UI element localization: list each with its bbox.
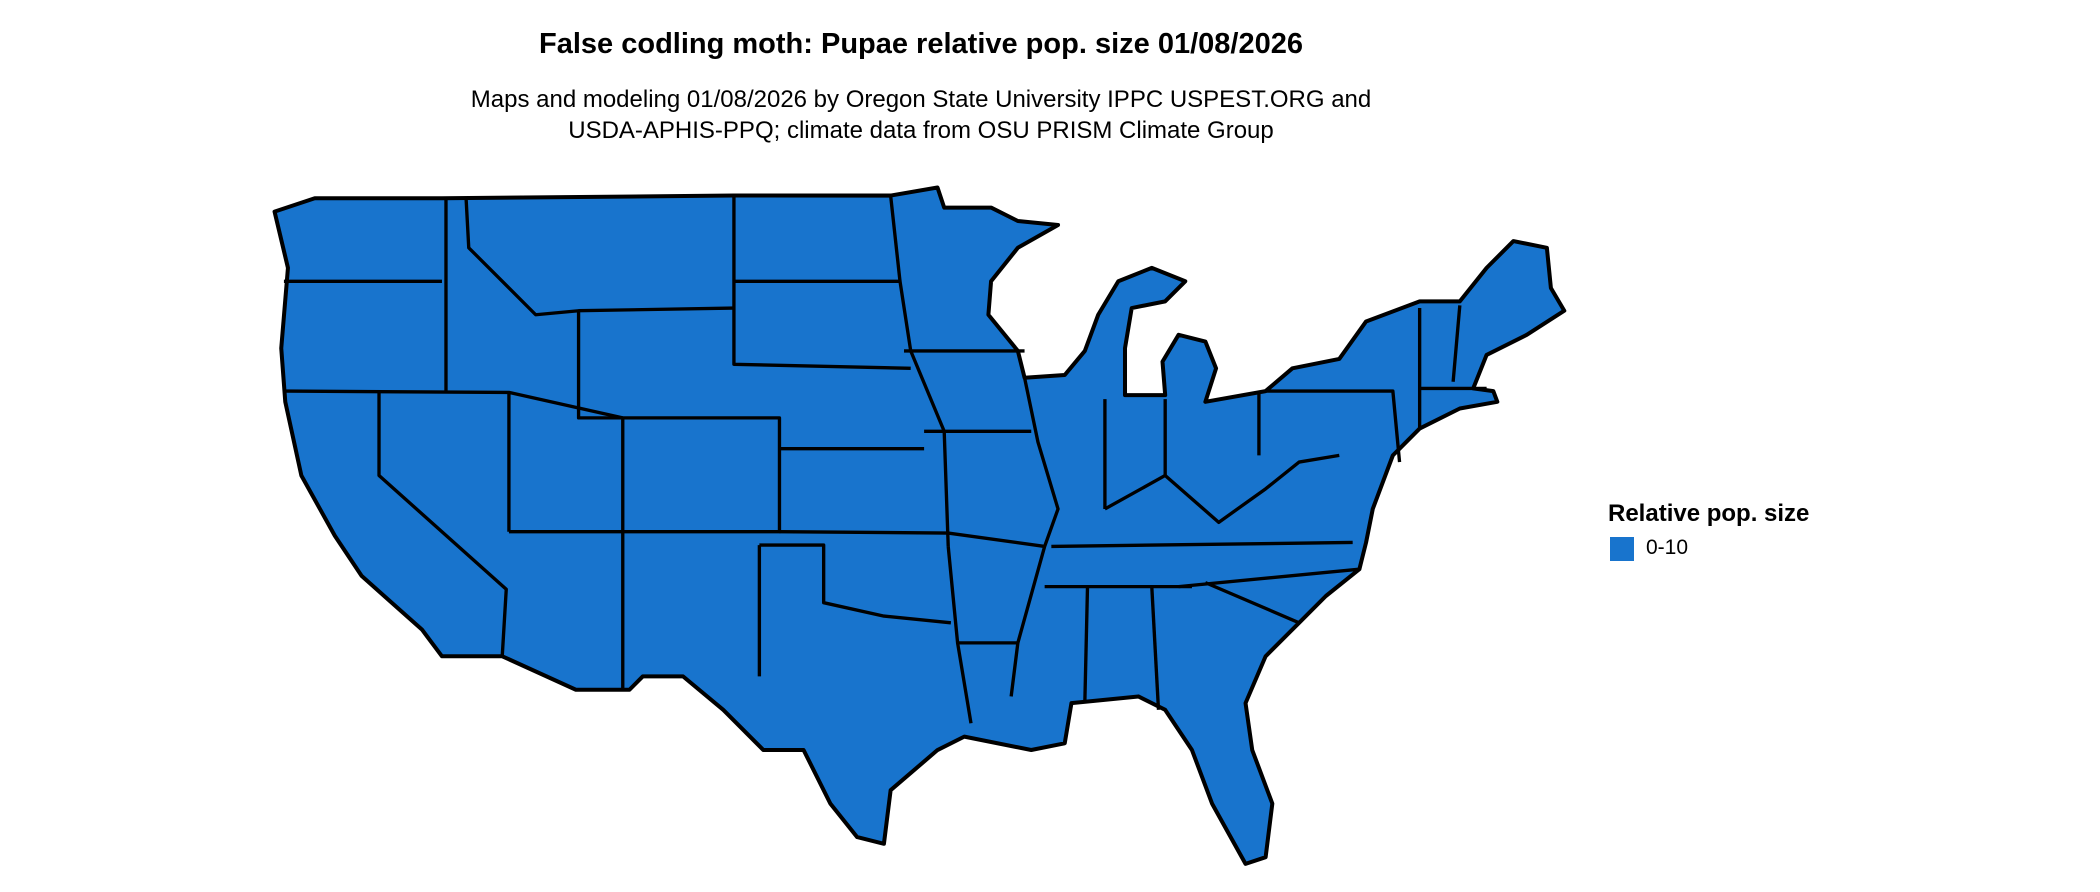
legend-swatch-0-10 [1610,537,1634,561]
map-subtitle-line-1: Maps and modeling 01/08/2026 by Oregon S… [470,86,1372,113]
map-subtitle-line-2: USDA-APHIS-PPQ; climate data from OSU PR… [568,117,1274,144]
legend-title: Relative pop. size [1608,500,1810,527]
us-outline [272,185,1567,866]
state-borders [283,195,1487,724]
legend-label-0-10: 0-10 [1646,536,1689,559]
map-title: False codling moth: Pupae relative pop. … [539,28,1303,60]
